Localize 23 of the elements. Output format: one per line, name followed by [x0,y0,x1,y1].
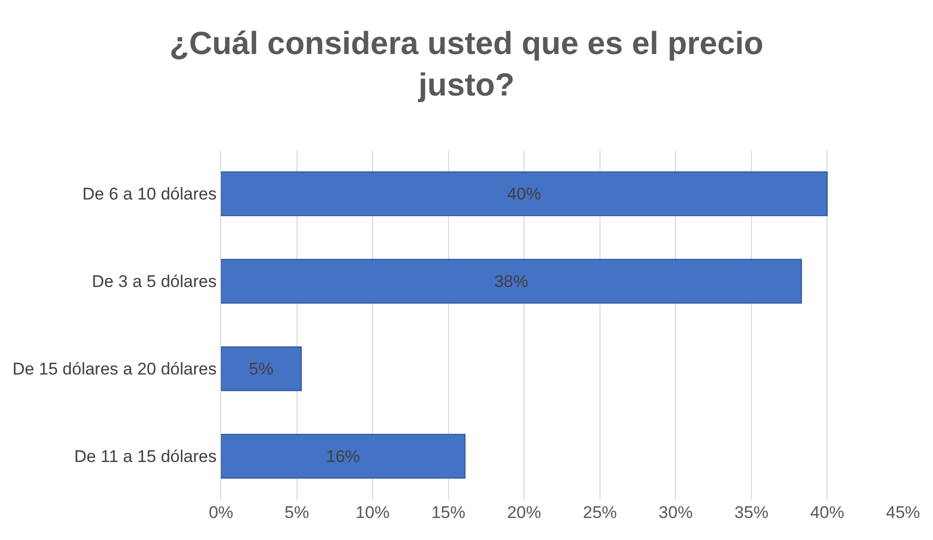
data-label: 16% [326,446,360,466]
x-tick-label: 45% [886,503,920,522]
x-tick-label: 40% [810,503,844,522]
data-label: 5% [248,359,274,378]
y-tick-label: De 11 a 15 dólares [74,447,217,466]
y-tick-label: De 6 a 10 dólares [82,184,217,204]
x-tick-label: 25% [582,503,617,522]
chart-title: ¿Cuál considera usted que es el precio justo? [170,25,764,103]
y-tick-label: De 3 a 5 dólares [92,272,217,292]
bar [221,346,302,392]
data-label: 38% [494,272,528,291]
x-tick-label: 20% [507,503,542,522]
x-tick-label: 15% [431,503,466,522]
x-tick-label: 10% [356,503,390,522]
data-label: 40% [507,184,542,204]
y-tick-label: De 15 dólares a 20 dólares [12,360,217,379]
x-tick-label: 35% [734,503,768,522]
x-tick-label: 5% [284,503,310,522]
x-tick-label: 30% [658,503,693,522]
x-tick-label: 0% [208,503,234,522]
bar [221,258,802,304]
bar [221,434,466,479]
bar [221,171,828,216]
